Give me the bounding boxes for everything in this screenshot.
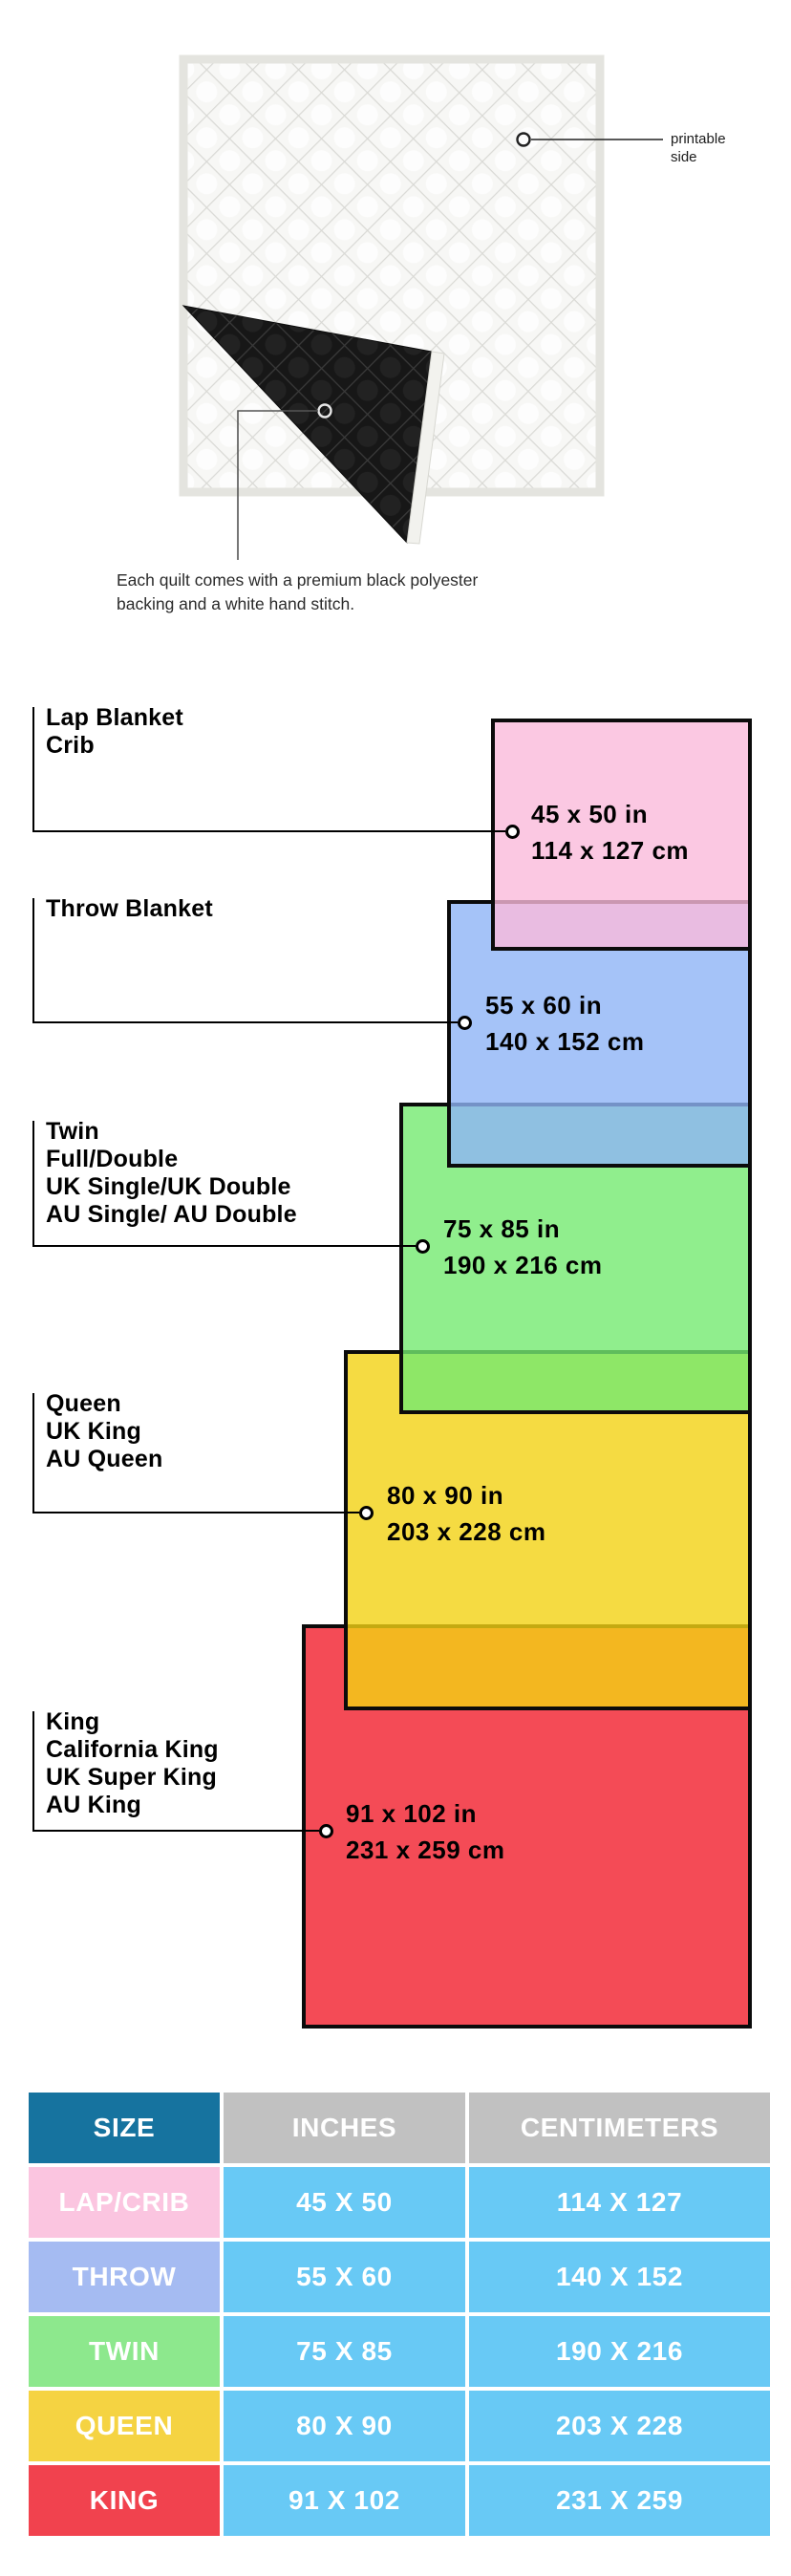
dims-queen: 80 x 90 in 203 x 228 cm: [387, 1477, 545, 1550]
table-header-inches: INCHES: [224, 2093, 465, 2163]
leader-v-twin: [32, 1121, 34, 1246]
leader-v-king: [32, 1711, 34, 1831]
dims-twin-in: 75 x 85 in: [443, 1214, 561, 1243]
table-row-twin-inches: 75 X 85: [224, 2316, 465, 2387]
table-row-queen-size: QUEEN: [29, 2391, 220, 2461]
size-table: SIZE INCHES CENTIMETERS LAP/CRIB 45 X 50…: [29, 2093, 770, 2536]
label-queen: Queen UK King AU Queen: [46, 1390, 163, 1472]
leader-h-queen: [32, 1512, 359, 1513]
dims-king-cm: 231 x 259 cm: [346, 1835, 505, 1864]
table-row-queen-inches: 80 X 90: [224, 2391, 465, 2461]
leader-h-king: [32, 1830, 319, 1832]
quilt-photo: [179, 54, 663, 560]
dims-king-in: 91 x 102 in: [346, 1799, 478, 1828]
label-lap: Lap Blanket Crib: [46, 704, 183, 759]
dims-queen-in: 80 x 90 in: [387, 1481, 504, 1510]
callout-dot-lap: [505, 825, 520, 839]
table-row-king-size: KING: [29, 2465, 220, 2536]
callout-dot-printable: [516, 132, 531, 147]
dims-throw-in: 55 x 60 in: [485, 991, 603, 1020]
dims-king: 91 x 102 in 231 x 259 cm: [346, 1795, 504, 1868]
leader-h-lap: [32, 830, 505, 832]
dims-lap-cm: 114 x 127 cm: [531, 836, 690, 865]
leader-h-twin: [32, 1245, 416, 1247]
label-twin: Twin Full/Double UK Single/UK Double AU …: [46, 1118, 297, 1228]
label-throw: Throw Blanket: [46, 895, 213, 922]
dims-throw-cm: 140 x 152 cm: [485, 1027, 645, 1056]
table-row-twin-cm: 190 X 216: [469, 2316, 770, 2387]
printable-side-label: printable side: [671, 131, 726, 165]
label-king: King California King UK Super King AU Ki…: [46, 1708, 219, 1818]
leader-v-queen: [32, 1393, 34, 1513]
dims-twin: 75 x 85 in 190 x 216 cm: [443, 1211, 602, 1283]
table-header-size: SIZE: [29, 2093, 220, 2163]
callout-dot-queen: [359, 1506, 374, 1520]
dims-queen-cm: 203 x 228 cm: [387, 1517, 546, 1546]
dims-twin-cm: 190 x 216 cm: [443, 1251, 603, 1279]
table-row-twin-size: TWIN: [29, 2316, 220, 2387]
dims-throw: 55 x 60 in 140 x 152 cm: [485, 987, 644, 1060]
table-row-lap-inches: 45 X 50: [224, 2167, 465, 2238]
size-rect-lap: [491, 719, 752, 951]
table-header-centimeters: CENTIMETERS: [469, 2093, 770, 2163]
leader-h-throw: [32, 1021, 458, 1023]
table-row-lap-size: LAP/CRIB: [29, 2167, 220, 2238]
table-row-throw-cm: 140 X 152: [469, 2242, 770, 2312]
table-row-queen-cm: 203 X 228: [469, 2391, 770, 2461]
dims-lap-in: 45 x 50 in: [531, 800, 649, 828]
quilt-white-stitch-edge: [406, 351, 445, 545]
dims-lap: 45 x 50 in 114 x 127 cm: [531, 796, 689, 869]
callout-dot-twin: [416, 1239, 430, 1254]
backing-caption: Each quilt comes with a premium black po…: [117, 570, 479, 613]
table-row-king-cm: 231 X 259: [469, 2465, 770, 2536]
callout-dot-king: [319, 1824, 333, 1838]
callout-dot-throw: [458, 1016, 472, 1030]
callout-dot-backing: [317, 403, 332, 419]
table-row-lap-cm: 114 X 127: [469, 2167, 770, 2238]
leader-v-lap: [32, 707, 34, 831]
table-row-throw-size: THROW: [29, 2242, 220, 2312]
table-row-king-inches: 91 X 102: [224, 2465, 465, 2536]
leader-v-throw: [32, 898, 34, 1022]
table-row-throw-inches: 55 X 60: [224, 2242, 465, 2312]
callout-line-backing: [237, 410, 318, 560]
